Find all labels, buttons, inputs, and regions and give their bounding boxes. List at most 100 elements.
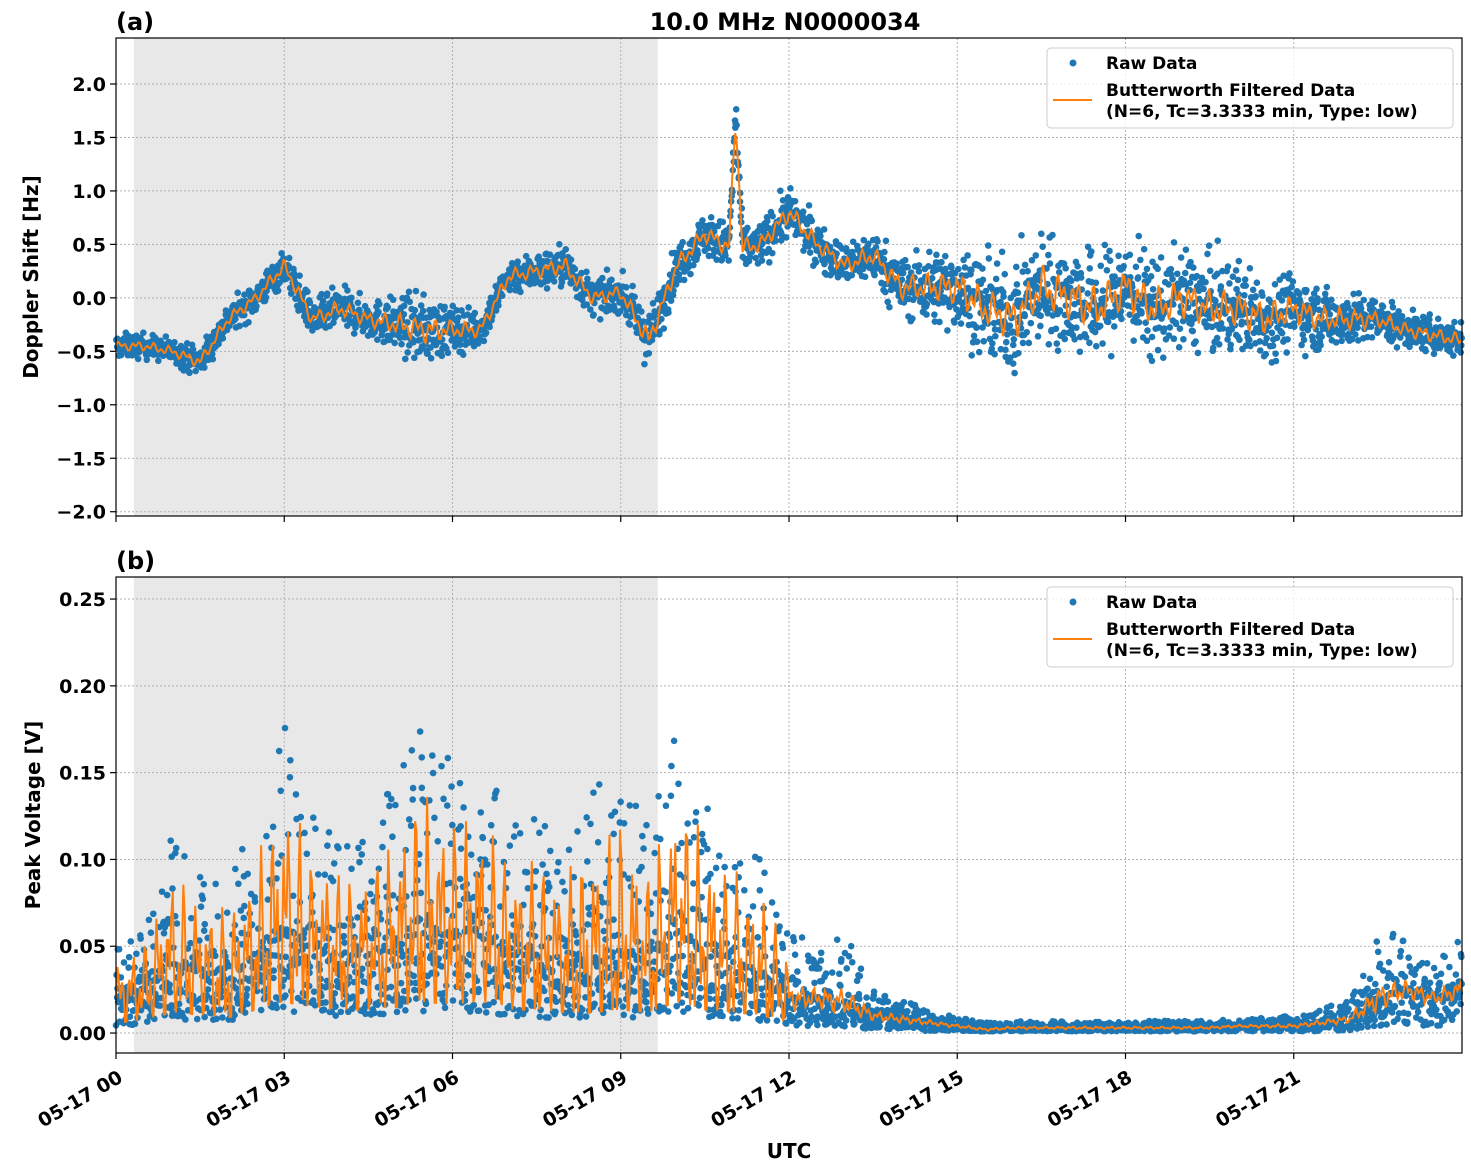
- raw-data-point: [1371, 298, 1379, 306]
- raw-data-point: [348, 294, 355, 302]
- raw-data-point: [441, 1004, 449, 1012]
- raw-data-point: [348, 865, 355, 873]
- raw-data-point: [244, 1000, 251, 1008]
- raw-data-point: [1280, 272, 1288, 279]
- raw-data-point: [696, 994, 704, 1002]
- raw-data-point: [349, 993, 357, 1000]
- raw-data-point: [536, 829, 543, 837]
- raw-data-point: [746, 253, 754, 261]
- raw-data-point: [379, 819, 387, 826]
- x-tick-label: 05-17 00: [34, 1066, 126, 1132]
- raw-data-point: [243, 991, 250, 999]
- raw-data-point: [1354, 324, 1361, 332]
- raw-data-point: [406, 298, 413, 306]
- raw-data-point: [1056, 307, 1064, 315]
- raw-data-point: [264, 896, 272, 903]
- y-tick-label: −1.0: [56, 395, 106, 417]
- raw-data-point: [465, 304, 472, 311]
- raw-data-point: [392, 801, 399, 809]
- raw-data-point: [296, 272, 303, 279]
- raw-data-point: [1134, 274, 1142, 281]
- raw-data-point: [1019, 339, 1027, 347]
- raw-data-point: [253, 302, 260, 310]
- raw-data-point: [380, 1010, 387, 1018]
- raw-data-point: [680, 276, 688, 284]
- raw-data-point: [966, 312, 973, 320]
- raw-data-point: [196, 937, 203, 944]
- raw-data-point: [988, 345, 996, 353]
- raw-data-point: [343, 843, 351, 850]
- raw-data-point: [402, 1006, 409, 1014]
- raw-data-point: [201, 1013, 208, 1021]
- raw-data-point: [1200, 285, 1207, 293]
- raw-data-point: [1140, 245, 1148, 253]
- raw-data-point: [429, 752, 436, 759]
- raw-data-point: [1045, 251, 1052, 259]
- raw-data-point: [800, 247, 807, 254]
- raw-data-point: [384, 304, 392, 311]
- x-tick-label: 05-17 21: [1212, 1066, 1304, 1132]
- raw-data-point: [791, 197, 799, 205]
- raw-data-point: [998, 248, 1006, 256]
- raw-data-point: [475, 985, 482, 993]
- raw-data-point: [1148, 357, 1156, 365]
- raw-data-point: [169, 885, 176, 892]
- raw-data-point: [626, 321, 634, 328]
- raw-data-point: [1143, 265, 1151, 273]
- raw-data-point: [610, 830, 618, 838]
- raw-data-point: [404, 319, 411, 326]
- raw-data-point: [817, 232, 824, 240]
- raw-data-point: [1137, 256, 1144, 264]
- raw-data-point: [1332, 339, 1340, 346]
- raw-data-point: [582, 1013, 590, 1020]
- raw-data-point: [1169, 275, 1176, 283]
- raw-data-point: [387, 983, 395, 991]
- raw-data-point: [166, 989, 174, 996]
- raw-data-point: [367, 890, 374, 898]
- raw-data-point: [486, 323, 493, 331]
- y-tick-label: 0.20: [59, 676, 106, 698]
- raw-data-point: [522, 252, 530, 260]
- raw-data-point: [1097, 262, 1105, 270]
- raw-data-point: [418, 784, 426, 792]
- raw-data-point: [356, 858, 363, 866]
- raw-data-point: [925, 262, 932, 270]
- raw-data-point: [559, 878, 566, 886]
- raw-data-point: [791, 951, 799, 958]
- raw-data-point: [667, 297, 675, 305]
- raw-data-point: [584, 921, 591, 928]
- legend-box: [1046, 47, 1454, 129]
- raw-data-point: [668, 762, 675, 770]
- raw-data-point: [734, 1014, 742, 1022]
- raw-data-point: [140, 329, 147, 336]
- raw-data-point: [1138, 310, 1145, 317]
- raw-data-point: [158, 888, 166, 895]
- raw-data-point: [1224, 336, 1231, 343]
- raw-data-point: [555, 859, 562, 866]
- panel-b-label: (b): [116, 547, 155, 575]
- y-tick-label: 0.5: [72, 234, 106, 256]
- raw-data-point: [1009, 360, 1017, 367]
- raw-data-point: [1457, 349, 1465, 356]
- y-tick-label: −1.5: [56, 448, 106, 470]
- raw-data-point: [448, 783, 455, 790]
- raw-data-point: [281, 724, 289, 732]
- raw-data-point: [1339, 331, 1347, 338]
- raw-data-point: [456, 875, 464, 883]
- raw-data-point: [1314, 295, 1321, 302]
- raw-data-point: [340, 922, 348, 930]
- raw-data-point: [1283, 349, 1290, 356]
- raw-data-point: [1189, 264, 1197, 271]
- raw-data-point: [1296, 290, 1303, 298]
- raw-data-point: [125, 953, 133, 961]
- raw-data-point: [292, 791, 300, 798]
- raw-data-point: [356, 306, 363, 314]
- raw-data-point: [541, 822, 549, 830]
- raw-data-point: [1071, 335, 1078, 343]
- raw-data-point: [431, 814, 438, 822]
- raw-data-point: [331, 989, 339, 997]
- raw-data-point: [311, 1001, 319, 1009]
- raw-data-point: [1084, 290, 1092, 297]
- raw-data-point: [707, 214, 715, 221]
- raw-data-point: [1018, 231, 1025, 239]
